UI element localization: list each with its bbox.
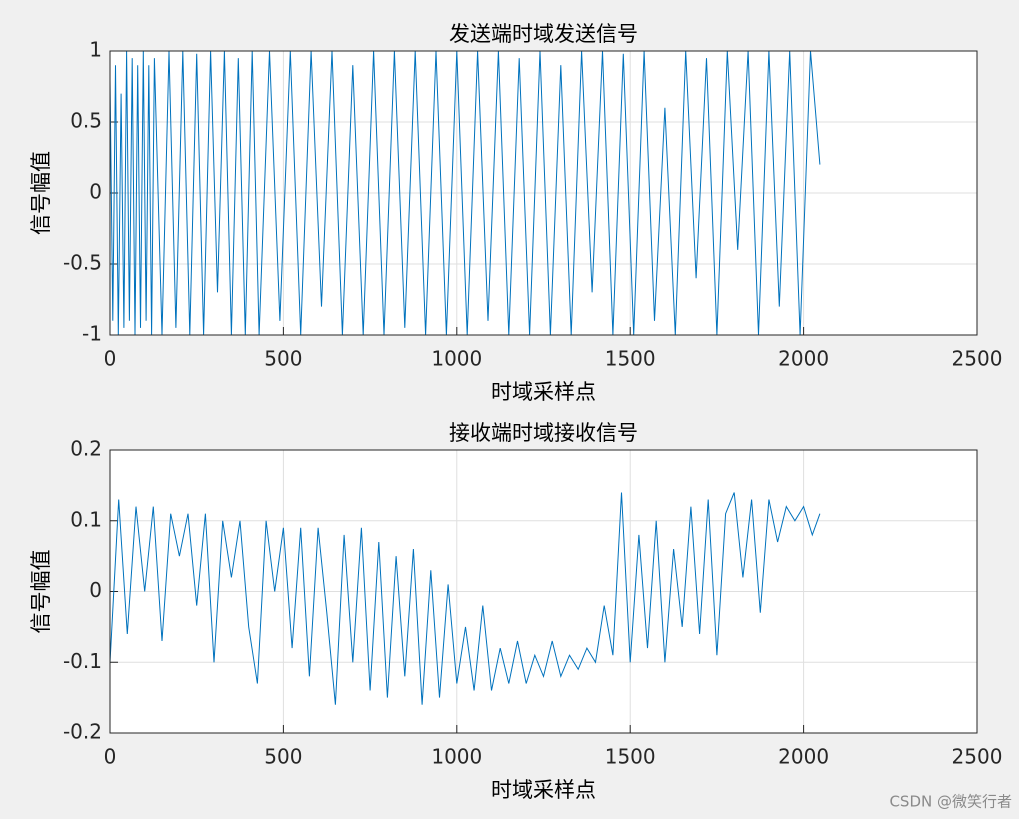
x-tick-label: 1500	[605, 745, 656, 769]
x-tick-label: 0	[104, 745, 117, 769]
signal-line	[109, 50, 821, 336]
y-tick-label: -0.1	[63, 649, 102, 673]
x-axis-label: 时域采样点	[491, 380, 596, 404]
x-tick-label: 2000	[778, 745, 829, 769]
x-tick-label: 500	[264, 745, 302, 769]
y-tick-label: -0.2	[63, 720, 102, 744]
y-tick-label: 0.1	[70, 507, 102, 531]
x-tick-label: 2000	[778, 347, 829, 371]
x-tick-label: 2500	[952, 347, 1003, 371]
chart-title: 接收端时域接收信号	[449, 421, 638, 445]
x-axis-label: 时域采样点	[491, 778, 596, 802]
y-tick-label: 1	[89, 38, 102, 62]
y-tick-label: 0	[89, 578, 102, 602]
y-axis-label: 信号幅值	[29, 151, 53, 235]
y-tick-label: -0.5	[63, 251, 102, 275]
x-tick-label: 0	[104, 347, 117, 371]
watermark: CSDN @微笑行者	[889, 793, 1012, 811]
x-tick-label: 1500	[605, 347, 656, 371]
chart-title: 发送端时域发送信号	[449, 22, 638, 46]
y-tick-label: 0.2	[70, 437, 102, 461]
y-tick-label: -1	[82, 322, 102, 346]
x-tick-label: 1000	[431, 347, 482, 371]
x-tick-label: 500	[264, 347, 302, 371]
axes-frame	[109, 449, 978, 734]
x-tick-label: 2500	[952, 745, 1003, 769]
signal-line	[109, 492, 821, 705]
axes-frame	[109, 50, 978, 336]
y-tick-label: 0.5	[70, 109, 102, 133]
x-tick-label: 1000	[431, 745, 482, 769]
y-axis-label: 信号幅值	[29, 550, 53, 634]
y-tick-label: 0	[89, 180, 102, 204]
